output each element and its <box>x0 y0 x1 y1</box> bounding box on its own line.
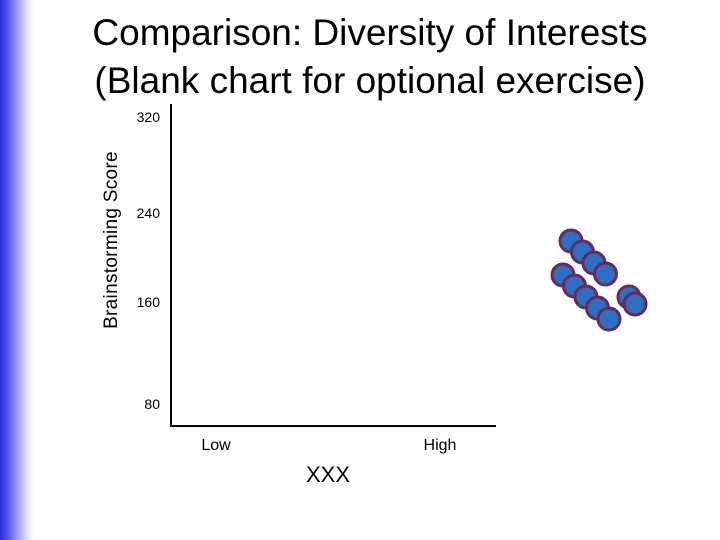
y-tick-label: 80 <box>144 396 160 412</box>
decorative-marker <box>596 306 622 332</box>
slide-title-line-1: Comparison: Diversity of Interests <box>92 12 648 53</box>
x-axis-label: XXX <box>305 462 351 487</box>
side-accent-stripe <box>0 0 34 540</box>
slide-title-line-2: (Blank chart for optional exercise) <box>94 60 646 101</box>
decorative-marker <box>622 291 648 317</box>
y-tick-label: 240 <box>137 205 161 221</box>
decorative-marker-stack <box>550 228 648 332</box>
y-tick-label: 160 <box>137 294 161 310</box>
y-tick-label: 320 <box>137 109 161 125</box>
decorative-marker <box>593 261 618 287</box>
x-tick-label: High <box>424 437 457 454</box>
x-tick-label: Low <box>201 437 231 454</box>
